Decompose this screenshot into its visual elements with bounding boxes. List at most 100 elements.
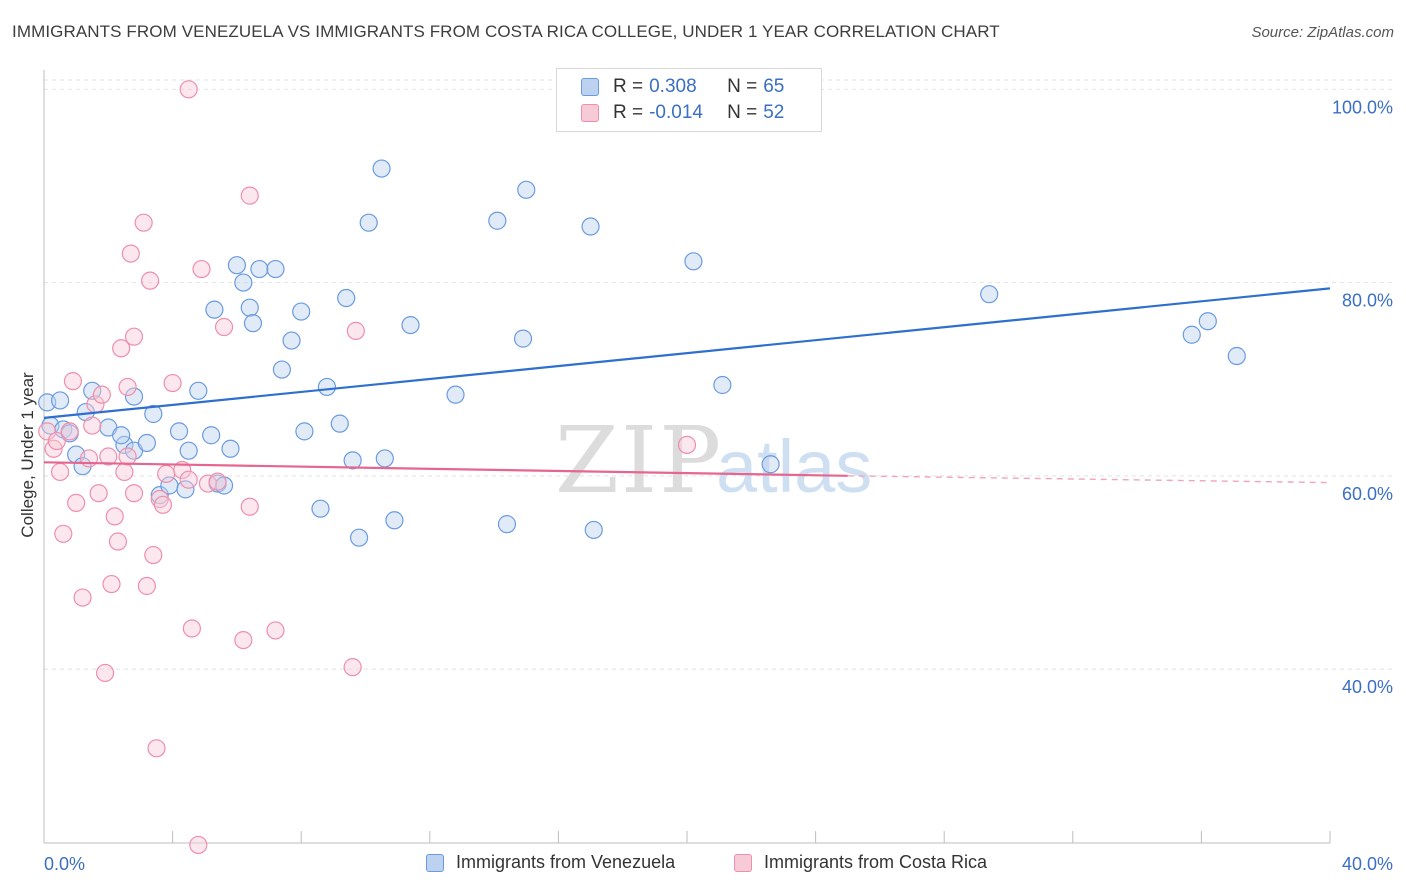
tick-labels: 40.0% 60.0% 80.0% 100.0% 0.0% 40.0% (44, 97, 1393, 874)
y-axis-label: College, Under 1 year (18, 372, 37, 538)
series-swatch-venezuela (426, 853, 444, 872)
series-legend: Immigrants from Venezuela Immigrants fro… (0, 852, 1406, 878)
data-point (115, 462, 134, 482)
data-point (83, 381, 102, 400)
data-point (124, 387, 144, 406)
data-point (243, 314, 263, 333)
legend-n-value: 52 (763, 102, 785, 123)
legend-r-label: R = (613, 102, 644, 123)
legend-swatch-costa-rica (581, 104, 599, 122)
trend-line-costa-rica-extension (847, 475, 1331, 484)
data-point (266, 621, 285, 640)
data-point (176, 480, 195, 499)
data-point (54, 524, 73, 543)
y-tick-label: 40.0% (1342, 677, 1393, 697)
x-tick-label: 0.0% (44, 854, 85, 874)
data-point (60, 422, 79, 441)
data-point (346, 321, 365, 340)
data-point (38, 422, 57, 441)
data-point (337, 288, 356, 308)
data-point (488, 211, 507, 230)
data-point (112, 339, 131, 358)
source-credit: Source: ZipAtlas.com (1251, 24, 1394, 41)
y-tick-label: 100.0% (1332, 97, 1393, 117)
data-point (266, 259, 285, 279)
data-point (92, 385, 111, 404)
data-point (153, 495, 173, 514)
series-legend-venezuela[interactable]: Immigrants from Venezuela (426, 852, 675, 873)
data-point (359, 213, 378, 232)
data-point (205, 300, 224, 319)
data-point (1227, 346, 1246, 366)
data-point (99, 447, 118, 466)
data-point (317, 377, 337, 397)
data-point (89, 484, 108, 503)
data-point (1182, 325, 1201, 344)
data-point (118, 377, 137, 397)
data-point (105, 507, 124, 526)
data-point (192, 259, 211, 279)
data-point (713, 375, 732, 395)
data-point (227, 256, 246, 275)
data-point (761, 455, 780, 474)
data-point (343, 658, 362, 677)
x-tick-label: 40.0% (1342, 854, 1393, 874)
legend-n-label: N = (727, 102, 758, 123)
data-point (144, 545, 163, 565)
data-point (581, 217, 600, 236)
data-point (102, 574, 121, 594)
data-point (401, 315, 420, 335)
trend-line-costa-rica (43, 461, 848, 477)
data-point (67, 493, 86, 512)
data-point (115, 435, 134, 455)
data-point (150, 486, 169, 505)
correlation-legend: R = 0.308 N = 65 R = -0.014 N = 52 (556, 68, 822, 132)
data-point (79, 449, 99, 468)
series-label-costa-rica: Immigrants from Costa Rica (764, 852, 988, 872)
legend-r-label: R = (613, 76, 644, 97)
legend-n-label: N = (727, 76, 758, 97)
data-point (375, 449, 394, 468)
data-point (134, 213, 153, 232)
data-point (108, 532, 128, 551)
data-point (63, 372, 83, 391)
axes (43, 70, 1331, 844)
legend-r-value: -0.014 (649, 102, 703, 123)
data-point (73, 588, 92, 607)
data-point (121, 244, 140, 263)
data-point (980, 285, 999, 304)
data-point (1198, 312, 1217, 331)
data-point (112, 426, 131, 445)
watermark-atlas: atlas (716, 425, 872, 508)
data-point (234, 273, 253, 292)
series-legend-costa-rica[interactable]: Immigrants from Costa Rica (734, 852, 987, 873)
data-point (179, 470, 198, 489)
data-point (497, 515, 517, 534)
data-point (343, 451, 362, 470)
data-point (202, 426, 221, 445)
data-point (221, 439, 240, 458)
data-point (137, 576, 156, 596)
data-point (684, 252, 703, 271)
data-point (140, 271, 160, 290)
data-point (50, 391, 70, 410)
trend-line-venezuela (43, 287, 1331, 419)
data-point (385, 511, 404, 530)
legend-row-costa-rica: R = -0.014 N = 52 (581, 101, 784, 125)
y-tick-label: 80.0% (1342, 291, 1393, 311)
data-point (144, 404, 163, 424)
data-point (330, 414, 349, 433)
data-point (50, 462, 70, 482)
legend-r-value: 0.308 (649, 76, 697, 97)
data-point (214, 317, 234, 337)
data-point (179, 80, 198, 99)
data-point (189, 835, 208, 855)
gridlines (44, 79, 1392, 670)
data-point (208, 472, 227, 491)
data-point (292, 302, 311, 321)
data-point (124, 327, 144, 346)
trend-lines (43, 287, 1331, 484)
data-point (163, 373, 182, 393)
legend-row-venezuela: R = 0.308 N = 65 (581, 75, 784, 99)
